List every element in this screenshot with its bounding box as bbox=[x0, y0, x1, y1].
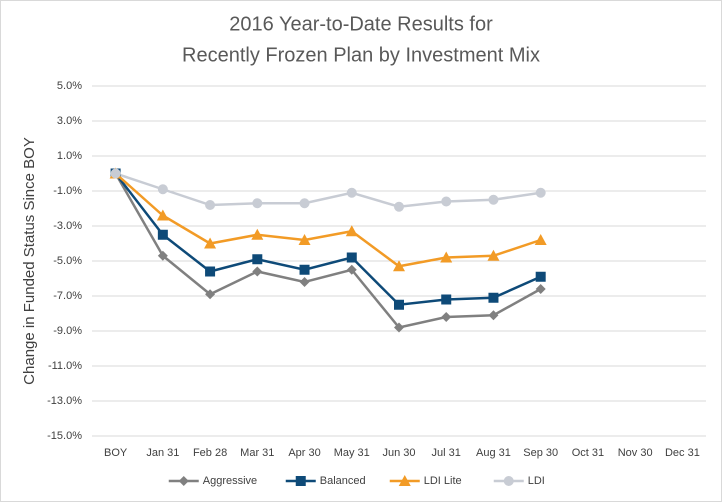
x-tick-label: May 31 bbox=[334, 447, 370, 459]
data-point bbox=[299, 264, 310, 275]
y-tick-label: -7.0% bbox=[53, 290, 82, 302]
y-tick-label: -15.0% bbox=[47, 430, 82, 442]
data-point bbox=[346, 264, 357, 275]
y-tick-label: -1.0% bbox=[53, 185, 82, 197]
data-point bbox=[157, 250, 168, 261]
data-point bbox=[535, 284, 546, 294]
x-tick-label: Sep 30 bbox=[523, 447, 558, 459]
data-point bbox=[440, 251, 453, 263]
data-point bbox=[393, 260, 405, 272]
legend-marker bbox=[178, 476, 189, 486]
data-point bbox=[394, 322, 404, 333]
data-point bbox=[488, 310, 499, 321]
y-tick-label: 1.0% bbox=[57, 150, 82, 162]
y-tick-label: -5.0% bbox=[53, 255, 82, 267]
chart-title: 2016 Year-to-Date Results for bbox=[229, 13, 493, 35]
y-tick-label: -3.0% bbox=[53, 220, 82, 232]
x-tick-label: Jan 31 bbox=[146, 447, 179, 459]
legend-label: Balanced bbox=[320, 475, 366, 487]
legend-label: LDI bbox=[528, 475, 545, 487]
data-point bbox=[441, 196, 452, 207]
x-tick-label: BOY bbox=[104, 447, 128, 459]
data-point bbox=[251, 228, 264, 240]
data-point bbox=[205, 289, 216, 300]
data-point bbox=[345, 225, 358, 237]
y-tick-label: -9.0% bbox=[53, 325, 82, 337]
data-point bbox=[441, 312, 452, 322]
data-point bbox=[394, 299, 404, 310]
data-point bbox=[394, 201, 404, 212]
data-point bbox=[157, 229, 168, 240]
data-point bbox=[487, 249, 500, 261]
x-tick-label: Jun 30 bbox=[382, 447, 415, 459]
data-point bbox=[204, 237, 217, 249]
legend-marker bbox=[295, 476, 306, 486]
data-point bbox=[205, 266, 216, 277]
x-tick-label: Mar 31 bbox=[240, 447, 274, 459]
y-tick-label: 3.0% bbox=[57, 115, 82, 127]
legend-label: LDI Lite bbox=[424, 475, 462, 487]
x-tick-label: Nov 30 bbox=[618, 447, 653, 459]
legend-marker bbox=[398, 475, 411, 486]
x-tick-label: Jul 31 bbox=[432, 447, 461, 459]
data-point bbox=[110, 168, 121, 179]
data-point bbox=[346, 252, 357, 263]
x-tick-label: Aug 31 bbox=[476, 447, 511, 459]
data-point bbox=[156, 209, 169, 221]
data-point bbox=[488, 194, 499, 205]
series-line bbox=[114, 172, 542, 307]
y-axis-label: Change in Funded Status Since BOY bbox=[21, 137, 38, 385]
x-tick-label: Dec 31 bbox=[665, 447, 700, 459]
data-point bbox=[534, 234, 547, 245]
series-line bbox=[114, 172, 542, 329]
data-point bbox=[252, 254, 263, 265]
data-point bbox=[299, 198, 310, 209]
chart-title: Recently Frozen Plan by Investment Mix bbox=[182, 44, 540, 66]
legend-label: Aggressive bbox=[203, 475, 257, 487]
x-tick-label: Feb 28 bbox=[193, 447, 227, 459]
legend-marker bbox=[503, 476, 514, 486]
y-tick-label: -11.0% bbox=[48, 360, 82, 372]
data-point bbox=[157, 184, 168, 195]
y-tick-label: -13.0% bbox=[47, 395, 82, 407]
data-point bbox=[252, 266, 263, 277]
data-point bbox=[252, 198, 263, 209]
y-tick-label: 5.0% bbox=[57, 80, 82, 92]
data-point bbox=[205, 200, 216, 210]
series-line bbox=[114, 172, 542, 268]
data-point bbox=[299, 277, 310, 287]
data-point bbox=[535, 187, 546, 198]
data-point bbox=[535, 271, 546, 282]
x-tick-label: Apr 30 bbox=[288, 447, 320, 459]
data-point bbox=[441, 294, 452, 305]
data-point bbox=[298, 234, 311, 245]
series-line bbox=[115, 172, 541, 209]
data-point bbox=[488, 292, 499, 303]
data-point bbox=[346, 187, 357, 198]
x-tick-label: Oct 31 bbox=[572, 447, 604, 459]
